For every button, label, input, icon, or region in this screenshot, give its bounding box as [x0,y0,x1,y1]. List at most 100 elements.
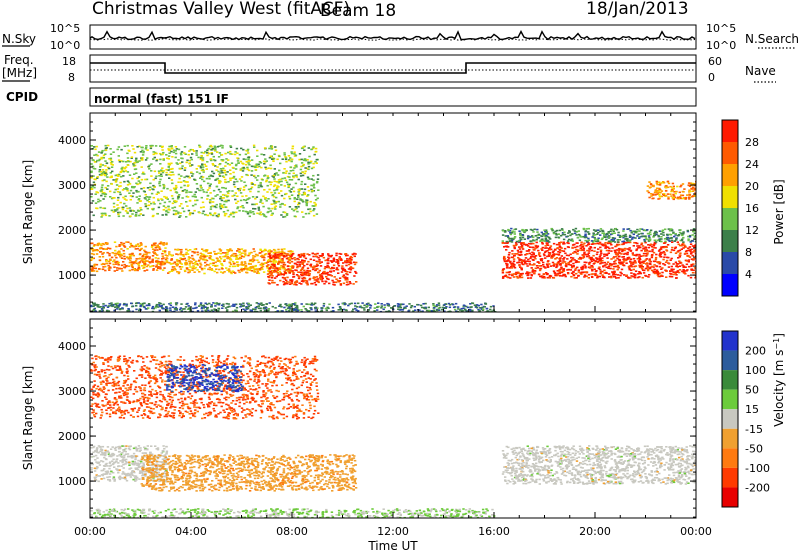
power-cell [199,166,203,169]
power-cell [271,260,274,263]
power-cell [141,257,144,260]
power-cell [210,145,213,148]
power-cell [295,166,298,168]
power-cell [560,271,564,274]
power-cell [312,185,315,187]
power-cell [236,261,239,263]
power-cell [136,161,139,163]
power-cell [639,272,642,275]
power-cell [173,267,176,270]
power-cell [248,197,251,199]
power-cell [146,207,149,210]
power-cell [651,254,654,256]
power-cell [297,194,300,197]
power-cell [678,249,682,252]
power-cell [256,149,259,152]
power-cell [280,264,283,267]
power-cell [218,260,222,263]
power-cell [238,209,241,212]
power-cell [133,269,137,272]
power-cell [554,230,557,233]
power-cell [195,260,198,263]
power-cell [650,255,654,257]
power-cell [621,262,624,264]
power-cell [567,268,570,271]
power-cell [199,177,202,179]
power-cell [607,242,610,245]
power-cell [201,168,204,171]
power-cell [209,212,212,214]
power-cell [195,263,199,265]
power-cell [283,185,286,187]
power-cell [567,262,570,264]
power-cell [130,261,133,263]
power-cell [672,231,675,234]
power-cell [309,258,312,261]
power-cell [526,253,529,255]
power-cell [126,211,129,213]
power-cell [214,265,217,267]
power-cell [211,269,214,271]
power-cell [648,274,651,276]
power-cell [92,305,95,307]
power-cell [332,310,335,312]
power-cell [268,156,272,159]
power-cell [151,215,155,218]
power-cell [90,270,94,272]
power-cell [220,263,223,265]
noise-sky-trace [89,29,696,41]
power-cell [269,265,273,268]
power-cell [245,267,248,270]
power-cell [509,265,513,268]
power-cell [681,270,684,273]
power-cell [285,281,289,283]
power-cell [352,308,355,311]
power-cell [559,259,562,262]
power-cell [247,211,250,214]
power-cell [558,242,561,244]
power-cell [539,265,543,267]
power-cell [160,190,163,192]
power-cell [161,167,164,169]
power-cell [294,206,297,208]
power-cell [286,175,290,178]
power-cell [167,208,170,210]
power-cell [679,196,682,198]
power-cell [558,229,562,232]
power-cell [604,253,608,256]
power-cell [300,165,303,168]
power-cell [131,268,134,271]
power-cell [236,207,239,210]
power-cell [164,247,167,249]
power-cell [146,199,149,202]
power-cell [529,240,532,243]
power-cell [203,306,206,308]
power-cell [108,252,111,255]
power-cell [262,160,266,163]
power-cell [242,268,246,271]
power-cell [315,181,319,184]
power-cell [92,309,95,312]
power-cell [374,303,377,305]
power-cell [663,242,666,244]
power-cell [296,308,299,310]
power-cell [608,262,612,265]
power-cell [166,187,169,190]
power-cell [333,276,336,278]
power-cell [664,261,668,264]
power-cell [283,204,287,206]
power-cell [245,161,248,163]
power-cell [153,243,156,245]
power-cell [201,212,204,215]
power-cell [143,173,146,175]
power-cell [104,165,107,167]
power-cell [520,268,523,271]
power-cell [175,253,178,255]
power-cell [501,234,505,236]
power-cell [610,228,613,231]
power-cell [596,258,599,261]
power-cell [260,166,263,169]
power-cell [262,154,266,156]
power-cell [314,269,317,272]
power-cell [666,236,670,239]
